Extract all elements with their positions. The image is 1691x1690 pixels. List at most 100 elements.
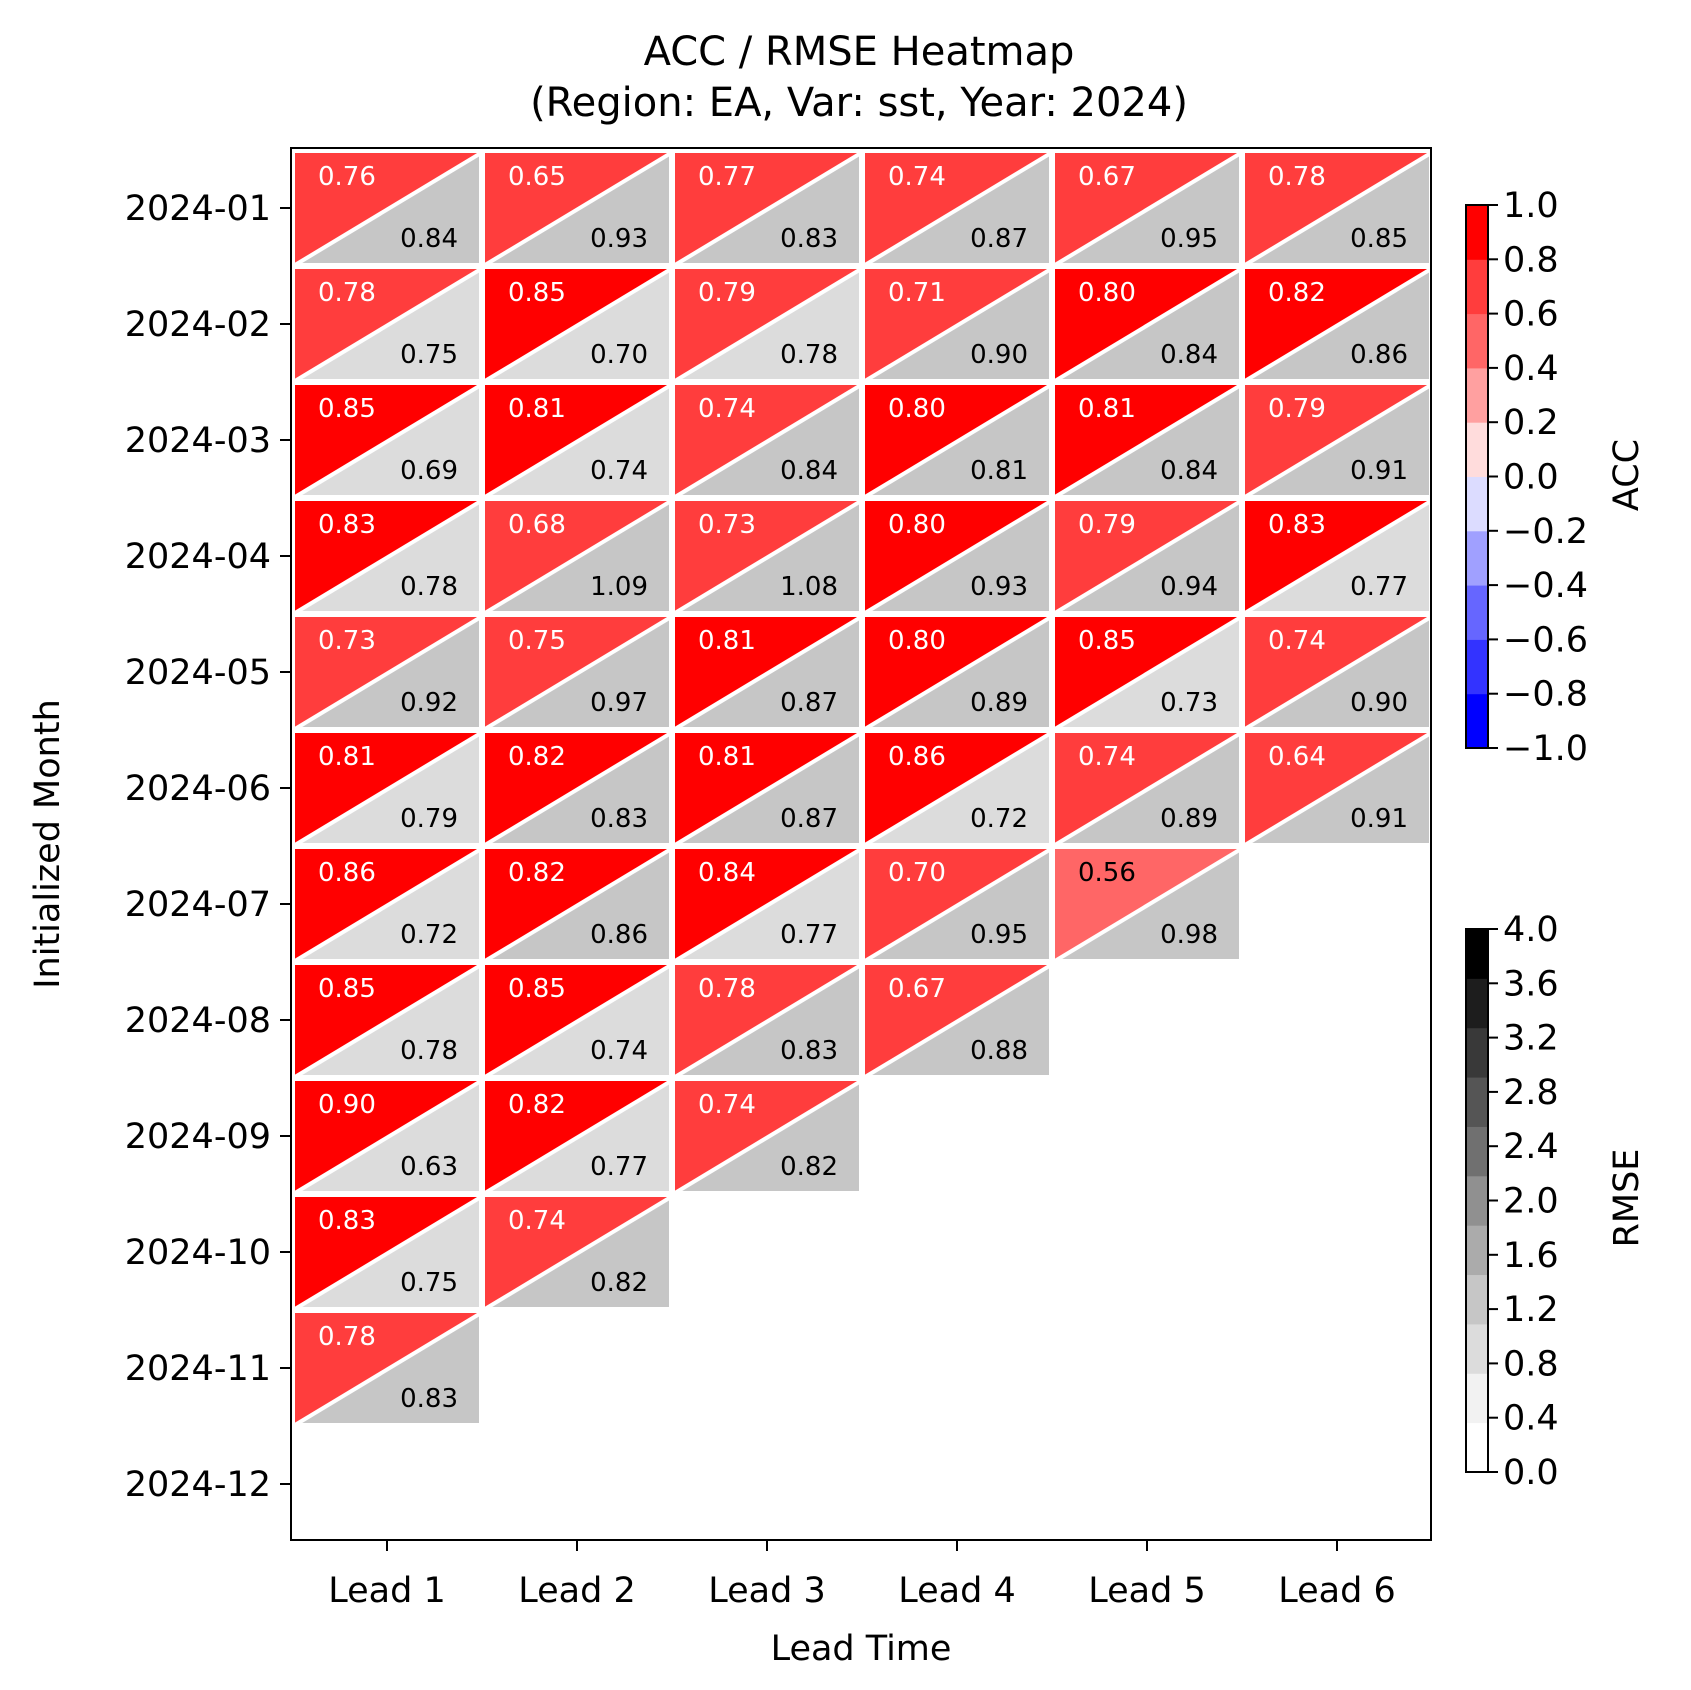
rmse-colorbar-tick-label: 0.4 [1503, 1399, 1559, 1439]
acc-colorbar-tick-label: −0.8 [1503, 675, 1588, 715]
acc-value-label: 0.84 [698, 858, 756, 888]
rmse-colorbar-band [1466, 1274, 1488, 1325]
acc-value-label: 0.74 [1078, 742, 1136, 772]
y-tick-label: 2024-08 [125, 1001, 271, 1041]
acc-value-label: 0.86 [318, 858, 376, 888]
acc-colorbar-tick-label: −0.4 [1503, 566, 1588, 606]
rmse-colorbar: 4.0 3.6 3.2 2.8 2.4 2.0 1.6 1.2 0.8 0.4 0.0 [1465, 910, 1559, 1493]
rmse-colorbar-tick-label: 1.6 [1503, 1236, 1559, 1276]
acc-value-label: 0.85 [318, 394, 376, 424]
rmse-colorbar-band [1466, 1323, 1488, 1374]
cell-diagonal [293, 615, 483, 731]
acc-value-label: 0.78 [318, 1322, 376, 1352]
rmse-colorbar-tick-label: 4.0 [1503, 910, 1559, 950]
cell-diagonal [293, 267, 483, 383]
cell-diagonal [1053, 151, 1243, 267]
cell-diagonal [1053, 383, 1243, 499]
rmse-value-label: 0.84 [400, 224, 458, 254]
acc-value-label: 0.73 [698, 510, 756, 540]
acc-colorbar-tick-label: 0.4 [1503, 349, 1559, 389]
rmse-value-label: 0.83 [590, 804, 648, 834]
acc-colorbar-band [1466, 367, 1488, 423]
acc-colorbar: 1.0 0.8 0.6 0.4 0.2 0.0 −0.2 −0.4 −0.6 −0.8 −1.0 [1465, 186, 1588, 769]
cell-diagonal [673, 151, 863, 267]
acc-value-label: 0.79 [1268, 394, 1326, 424]
y-tick-label: 2024-10 [125, 1233, 271, 1273]
rmse-value-label: 0.83 [400, 1384, 458, 1414]
x-tick-label: Lead 3 [708, 1571, 825, 1611]
rmse-value-label: 0.83 [780, 1036, 838, 1066]
rmse-colorbar-band [1466, 978, 1488, 1029]
rmse-colorbar-band [1466, 1126, 1488, 1177]
rmse-value-label: 0.98 [1160, 920, 1218, 950]
rmse-colorbar-tick-label: 2.4 [1503, 1127, 1559, 1167]
rmse-value-label: 0.86 [1350, 340, 1408, 370]
rmse-value-label: 0.75 [400, 1268, 458, 1298]
rmse-value-label: 0.91 [1350, 804, 1408, 834]
cell-diagonal [863, 383, 1053, 499]
rmse-value-label: 0.72 [400, 920, 458, 950]
acc-value-label: 0.70 [888, 858, 946, 888]
rmse-value-label: 0.70 [590, 340, 648, 370]
acc-value-label: 0.83 [1268, 510, 1326, 540]
rmse-value-label: 0.74 [590, 1036, 648, 1066]
cell-diagonal [673, 1079, 863, 1195]
x-tick-label: Lead 4 [898, 1571, 1015, 1611]
acc-value-label: 0.74 [888, 162, 946, 192]
heatmap-cell: 0.85 0.74 [483, 963, 673, 1079]
acc-value-label: 0.76 [318, 162, 376, 192]
heatmap-cell: 0.74 0.89 [1053, 731, 1243, 847]
y-tick-label: 2024-06 [125, 769, 271, 809]
heatmap-cell: 0.64 0.91 [1243, 731, 1433, 847]
heatmap-cell: 0.74 0.82 [483, 1195, 673, 1311]
rmse-colorbar-label: RMSE [1607, 1149, 1647, 1248]
heatmap-cell: 0.78 0.85 [1243, 151, 1433, 267]
cell-diagonal [293, 1195, 483, 1311]
cell-diagonal [673, 499, 863, 615]
rmse-value-label: 1.09 [590, 572, 648, 602]
acc-value-label: 0.86 [888, 742, 946, 772]
x-axis: Lead 1 Lead 2 Lead 3 Lead 4 Lead 5 Lead 6 [328, 1540, 1396, 1611]
rmse-value-label: 0.78 [400, 1036, 458, 1066]
rmse-colorbar-tick-label: 0.8 [1503, 1344, 1559, 1384]
cell-diagonal [1053, 267, 1243, 383]
cell-diagonal [483, 731, 673, 847]
heatmap-cell: 0.79 0.94 [1053, 499, 1243, 615]
acc-colorbar-tick-label: 0.8 [1503, 240, 1559, 280]
plot-frame [290, 147, 1432, 1541]
acc-colorbar-band [1466, 205, 1488, 260]
acc-colorbar-tick-label: 0.6 [1503, 295, 1559, 335]
x-tick-label: Lead 6 [1278, 1571, 1395, 1611]
heatmap-cell: 0.74 0.82 [673, 1079, 863, 1195]
heatmap-cell: 0.74 0.87 [863, 151, 1053, 267]
heatmap-cell: 0.78 0.83 [673, 963, 863, 1079]
acc-value-label: 0.81 [508, 394, 566, 424]
cell-diagonal [1053, 615, 1243, 731]
cell-diagonal [483, 847, 673, 963]
heatmap-cell: 0.81 0.74 [483, 383, 673, 499]
rmse-colorbar-tick-label: 2.0 [1503, 1182, 1559, 1222]
acc-value-label: 0.81 [318, 742, 376, 772]
cell-diagonal [483, 267, 673, 383]
cell-diagonal [1243, 499, 1433, 615]
heatmap-cell: 0.85 0.70 [483, 267, 673, 383]
acc-value-label: 0.74 [1268, 626, 1326, 656]
heatmap-cell: 0.75 0.97 [483, 615, 673, 731]
chart-subtitle: (Region: EA, Var: sst, Year: 2024) [530, 80, 1188, 126]
cell-diagonal [863, 731, 1053, 847]
rmse-colorbar-band [1466, 929, 1488, 979]
rmse-value-label: 0.87 [780, 804, 838, 834]
x-axis-label: Lead Time [771, 1629, 952, 1669]
acc-value-label: 0.74 [508, 1206, 566, 1236]
heatmap-cell: 0.74 0.84 [673, 383, 863, 499]
heatmap-cell: 0.79 0.91 [1243, 383, 1433, 499]
heatmap-cell: 0.67 0.95 [1053, 151, 1243, 267]
heatmap-cell: 0.82 0.86 [1243, 267, 1433, 383]
y-tick-label: 2024-11 [125, 1349, 271, 1389]
cell-diagonal [673, 731, 863, 847]
acc-value-label: 0.85 [508, 278, 566, 308]
rmse-colorbar-tick-label: 0.0 [1503, 1453, 1559, 1493]
cell-diagonal [293, 963, 483, 1079]
rmse-value-label: 0.78 [780, 340, 838, 370]
heatmap-cell: 0.80 0.81 [863, 383, 1053, 499]
